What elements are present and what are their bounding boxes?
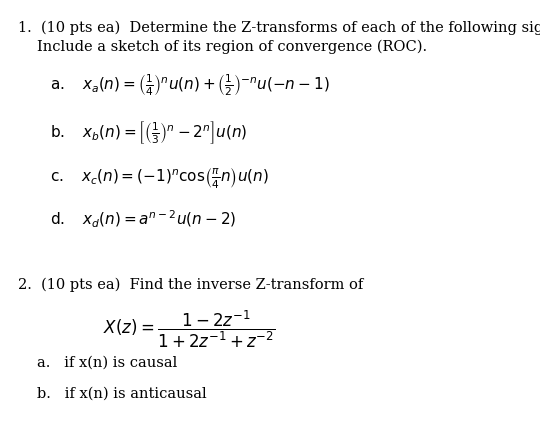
Text: $X(z) = \dfrac{1 - 2z^{-1}}{1 + 2z^{-1} + z^{-2}}$: $X(z) = \dfrac{1 - 2z^{-1}}{1 + 2z^{-1} … (103, 308, 276, 350)
Text: 2.  (10 pts ea)  Find the inverse Z-transform of: 2. (10 pts ea) Find the inverse Z-transf… (18, 278, 363, 292)
Text: $\mathrm{d.}\quad x_d(n) = a^{n-2}u(n-2)$: $\mathrm{d.}\quad x_d(n) = a^{n-2}u(n-2)… (50, 209, 237, 230)
Text: Include a sketch of its region of convergence (ROC).: Include a sketch of its region of conver… (37, 39, 427, 54)
Text: b.   if x(n) is anticausal: b. if x(n) is anticausal (37, 387, 207, 401)
Text: $\mathrm{b.}\quad x_b(n) = \left[\left(\frac{1}{3}\right)^n - 2^n\right]u(n)$: $\mathrm{b.}\quad x_b(n) = \left[\left(\… (50, 119, 247, 146)
Text: a.   if x(n) is causal: a. if x(n) is causal (37, 356, 178, 370)
Text: $\mathrm{c.}\quad x_c(n) = (-1)^n \cos\!\left(\frac{\pi}{4}n\right)u(n)$: $\mathrm{c.}\quad x_c(n) = (-1)^n \cos\!… (50, 165, 269, 190)
Text: $\mathrm{a.}\quad x_a(n) = \left(\frac{1}{4}\right)^n u(n) + \left(\frac{1}{2}\r: $\mathrm{a.}\quad x_a(n) = \left(\frac{1… (50, 72, 330, 98)
Text: 1.  (10 pts ea)  Determine the Z-transforms of each of the following signals.: 1. (10 pts ea) Determine the Z-transform… (18, 20, 540, 35)
